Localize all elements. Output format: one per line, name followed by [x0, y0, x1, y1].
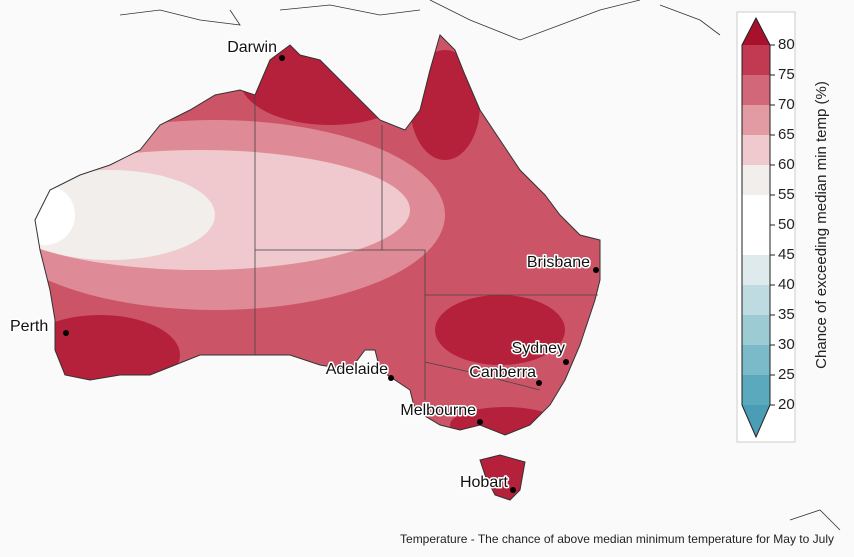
- colorbar-segment: [742, 345, 770, 375]
- city-label: Brisbane: [527, 254, 590, 271]
- colorbar-segment: [742, 285, 770, 315]
- caption: Temperature - The chance of above median…: [400, 532, 834, 546]
- colorbar-tick-label: 30: [778, 336, 795, 353]
- colorbar-segment: [742, 135, 770, 165]
- colorbar-segment: [742, 375, 770, 405]
- colorbar-tick-label: 45: [778, 246, 795, 263]
- city-dot: [63, 330, 69, 336]
- colorbar-segment: [742, 255, 770, 285]
- city-dot: [388, 375, 394, 381]
- colorbar-tick-label: 70: [778, 96, 795, 113]
- colorbar-segment: [742, 75, 770, 105]
- colorbar-segment: [742, 105, 770, 135]
- colorbar-tick-label: 60: [778, 156, 795, 173]
- colorbar-tick-label: 35: [778, 306, 795, 323]
- colorbar-tick-label: 50: [778, 216, 795, 233]
- city-label: Melbourne: [400, 402, 476, 419]
- colorbar-tick-label: 75: [778, 66, 795, 83]
- colorbar-tick-label: 25: [778, 366, 795, 383]
- city-label: Hobart: [460, 474, 509, 491]
- colorbar-tick-label: 40: [778, 276, 795, 293]
- colorbar-over: [742, 18, 770, 45]
- city-label: Canberra: [469, 364, 536, 381]
- colorbar-tick-label: 55: [778, 186, 795, 203]
- city-dot: [510, 487, 516, 493]
- colorbar-segment: [742, 225, 770, 255]
- city-label: Sydney: [512, 340, 565, 357]
- state-borders: [254, 95, 598, 400]
- coastline: [34, 34, 601, 436]
- colorbar-tick-label: 20: [778, 396, 795, 413]
- colorbar-segment: [742, 195, 770, 225]
- city-dot: [536, 380, 542, 386]
- city-label: Adelaide: [326, 361, 388, 378]
- city-dot: [477, 419, 483, 425]
- city-label: Darwin: [227, 39, 277, 56]
- zone-50: [35, 185, 75, 245]
- city-dot: [279, 55, 285, 61]
- neighbour-coastlines: [119, 0, 841, 531]
- colorbar-tick-label: 65: [778, 126, 795, 143]
- zone-75-nsw: [435, 295, 565, 365]
- city-label: Perth: [10, 318, 48, 335]
- city-dot: [593, 267, 599, 273]
- colorbar-tick-label: 80: [778, 36, 795, 53]
- colorbar-under: [742, 405, 770, 437]
- colorbar-segment: [742, 45, 770, 75]
- colorbar-segment: [742, 165, 770, 195]
- colorbar-label: Chance of exceeding median min temp (%): [813, 81, 830, 369]
- colorbar-segment: [742, 315, 770, 345]
- city-dot: [563, 359, 569, 365]
